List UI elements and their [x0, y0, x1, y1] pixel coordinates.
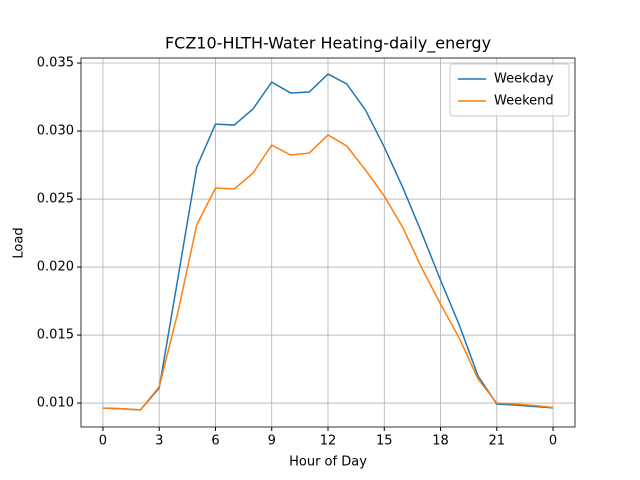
x-tick-label: 0	[549, 434, 557, 449]
axes-frame	[80, 57, 576, 428]
legend-box	[449, 63, 570, 117]
x-tick-label: 21	[489, 434, 506, 449]
y-tick-label: 0.035	[37, 56, 74, 71]
x-tick-label: 15	[376, 434, 393, 449]
legend-label: Weekend	[494, 94, 554, 109]
line-series	[102, 73, 554, 411]
legend: Weekday Weekend	[449, 63, 570, 117]
y-tick-label: 0.010	[37, 396, 74, 411]
x-tick-label: 0	[99, 434, 107, 449]
x-tick-label: 9	[268, 434, 276, 449]
x-tick-label: 6	[211, 434, 219, 449]
chart-title: FCZ10-HLTH-Water Heating-daily_energy	[165, 34, 491, 54]
y-tick-label: 0.025	[37, 192, 74, 207]
y-tick-label: 0.030	[37, 124, 74, 139]
line-series	[102, 134, 554, 411]
y-axis-label: Load	[12, 227, 27, 258]
y-tick-label: 0.020	[37, 260, 74, 275]
x-tick-label: 3	[155, 434, 163, 449]
x-tick-label: 18	[432, 434, 449, 449]
x-tick-label: 12	[320, 434, 337, 449]
legend-label: Weekday	[494, 72, 554, 87]
y-tick-label: 0.015	[37, 328, 74, 343]
x-axis-label: Hour of Day	[289, 455, 367, 470]
